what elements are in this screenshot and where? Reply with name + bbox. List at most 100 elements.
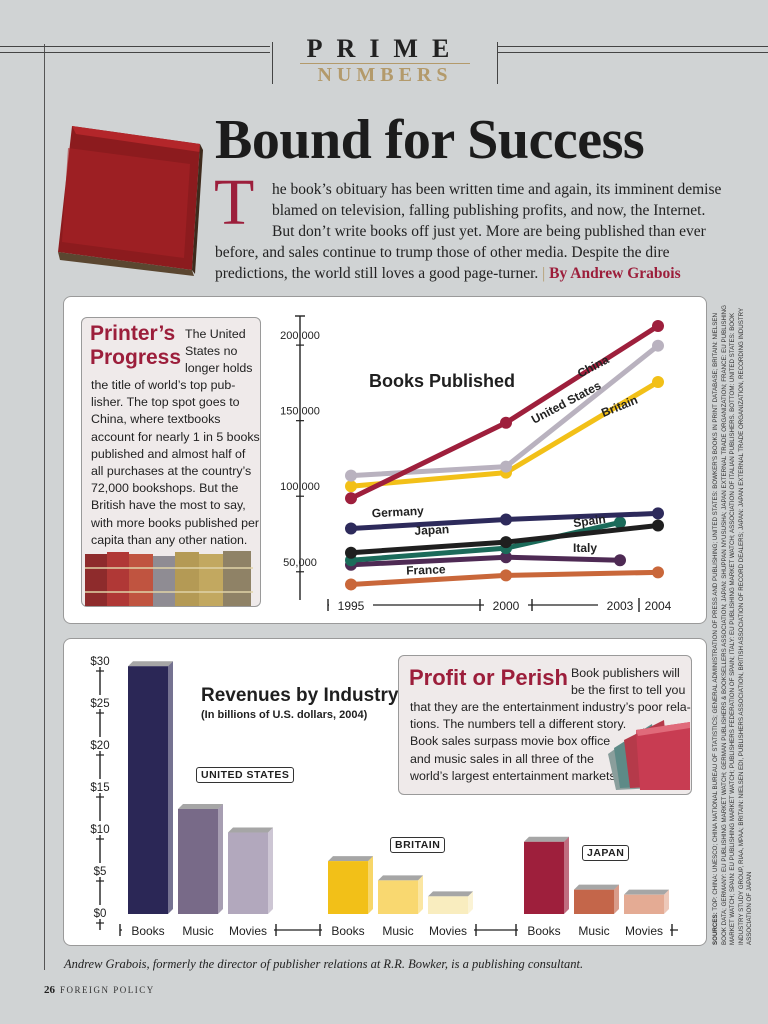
books-published-chart: 50,000 100,000 150,000 200,000 1995 2000 2003 2… (280, 315, 680, 613)
chart-title: Books Published (369, 371, 516, 391)
y-tick-label: 150,000 (280, 406, 320, 418)
bar-united-states-movies-top (228, 827, 273, 833)
bar-japan-books-side (564, 836, 569, 914)
intro-line: he book’s obituary has been written time… (272, 181, 722, 198)
sources-text: TOP: CHINA: UNESCO; CHINA NATIONAL BUREA… (712, 305, 754, 945)
sidebar-text: The United (185, 327, 246, 341)
bar-japan-music-side (614, 884, 619, 914)
series-italy-point (614, 554, 626, 567)
intro-paragraph-end: predictions, the world still loves a goo… (215, 265, 681, 282)
sidebar-text: capita than any other nation. (91, 532, 248, 547)
bar-britain-music-top (378, 875, 423, 881)
series-germany-point (652, 507, 664, 520)
sidebar-text: published and almost half of (91, 446, 246, 461)
kicker-divider (300, 63, 470, 64)
magazine-name: FOREIGN POLICY (60, 985, 155, 995)
series-china-point (345, 492, 357, 505)
series-china-point (500, 416, 512, 429)
y-label-bg (88, 821, 112, 835)
series-label: China (575, 352, 611, 380)
x-label-bg (329, 597, 373, 613)
bar-united-states-movies-side (268, 827, 273, 914)
books-row-image (85, 551, 253, 606)
bar-japan-books (524, 841, 564, 914)
y-tick-label: $10 (90, 824, 109, 836)
y-label-bg (88, 779, 112, 793)
bar-japan-movies-side (664, 889, 669, 914)
y-label-bg (88, 863, 112, 877)
series-united-states-point (500, 460, 512, 473)
author-caption: Andrew Grabois, formerly the director of… (64, 957, 584, 971)
bar-britain-movies-side (468, 891, 473, 914)
x-label-bg (122, 922, 174, 938)
byline-separator: | (542, 265, 546, 282)
x-label-bg (222, 922, 274, 938)
bar-britain-books-top (328, 856, 373, 862)
series-japan-point (652, 519, 664, 532)
header-rule (0, 46, 270, 47)
y-tick-label: $0 (94, 908, 107, 920)
x-label-bg (322, 922, 374, 938)
series-japan-point (500, 536, 512, 549)
series-france-point (652, 566, 664, 579)
group-label-japan: JAPAN (582, 845, 630, 861)
y-tick-label: 100,000 (280, 481, 320, 493)
chart-subtitle: (In billions of U.S. dollars, 2004) (201, 709, 368, 721)
bar-japan-movies-top (624, 889, 669, 895)
x-label-bg (484, 597, 528, 613)
bar-britain-music-side (418, 875, 423, 914)
group-label-us: UNITED STATES (196, 767, 295, 783)
sidebar-text: 72,000 bookshops. But the (91, 481, 239, 496)
header-rule (0, 52, 270, 53)
sidebar-text: Book sales surpass movie box office (410, 734, 611, 749)
sidebar-text: longer holds (185, 361, 253, 375)
series-label: Italy (573, 541, 597, 555)
series-germany-point (345, 522, 357, 535)
sidebar-text: world’s largest entertainment markets. (410, 768, 620, 783)
header-rule (498, 46, 768, 47)
y-tick-label: $20 (90, 740, 109, 752)
x-tick-label: Movies (429, 924, 467, 938)
bar-japan-movies (624, 894, 664, 914)
bar-britain-music (378, 880, 418, 914)
bar-japan-music-top (574, 884, 619, 890)
y-tick-label: $5 (94, 866, 107, 878)
group-label-britain: BRITAIN (390, 837, 446, 853)
bar-britain-books-side (368, 856, 373, 914)
x-label-bg (568, 922, 620, 938)
bar-united-states-books (128, 666, 168, 914)
bar-britain-books (328, 861, 368, 914)
y-label-bg (88, 653, 112, 667)
revenues-chart: $0 $5 $10 $15 $20 $25 $30 Books Music Movies Books… (88, 653, 678, 938)
series-label: Spain (572, 512, 606, 530)
byline: By Andrew Grabois (549, 265, 681, 282)
series-britain-point (345, 480, 357, 493)
sidebar-body: that they are the entertainment industry… (410, 699, 691, 785)
bar-united-states-books-top (128, 661, 173, 667)
sidebar-text: China, where textbooks (91, 412, 221, 427)
y-tick-label: 200,000 (280, 330, 320, 342)
x-tick-label: Music (382, 924, 413, 938)
fanned-books-image (608, 720, 690, 790)
intro-line: But don’t write books off just yet. More… (272, 223, 706, 240)
series-united-states-point (345, 469, 357, 482)
series-label: Japan (414, 522, 449, 538)
y-label-bg (88, 737, 112, 751)
intro-line: before, and sales continue to trump thos… (215, 244, 670, 261)
red-book-image (58, 126, 203, 276)
bar-united-states-movies (228, 832, 268, 914)
sidebar-text: with more books published per (91, 515, 260, 530)
y-tick-label: $25 (90, 698, 109, 710)
bar-japan-music (574, 889, 614, 914)
sidebar-text: the title of world’s top pub- (91, 378, 236, 392)
series-britain-point (652, 375, 664, 388)
series-label: Germany (371, 504, 424, 521)
series-germany-point (500, 513, 512, 526)
y-tick-label: $15 (90, 782, 109, 794)
intro-line: blamed on television, falling publishing… (272, 202, 706, 219)
bar-united-states-music (178, 809, 218, 914)
bar-united-states-music-top (178, 804, 223, 809)
drop-cap: T (214, 166, 255, 239)
x-label-bg (518, 922, 570, 938)
x-tick-label: Music (578, 924, 609, 938)
